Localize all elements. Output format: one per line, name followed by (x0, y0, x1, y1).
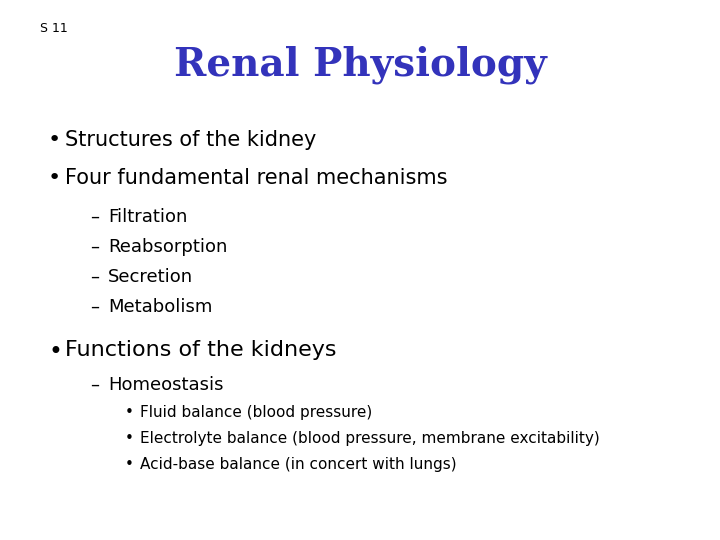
Text: •: • (48, 168, 61, 188)
Text: –: – (90, 298, 99, 316)
Text: Functions of the kidneys: Functions of the kidneys (65, 340, 336, 360)
Text: •: • (125, 405, 134, 420)
Text: Metabolism: Metabolism (108, 298, 212, 316)
Text: Renal Physiology: Renal Physiology (174, 45, 546, 84)
Text: –: – (90, 376, 99, 394)
Text: Electrolyte balance (blood pressure, membrane excitability): Electrolyte balance (blood pressure, mem… (140, 431, 600, 446)
Text: Homeostasis: Homeostasis (108, 376, 223, 394)
Text: •: • (48, 130, 61, 150)
Text: •: • (48, 340, 62, 364)
Text: Four fundamental renal mechanisms: Four fundamental renal mechanisms (65, 168, 448, 188)
Text: Reabsorption: Reabsorption (108, 238, 228, 256)
Text: •: • (125, 457, 134, 472)
Text: –: – (90, 238, 99, 256)
Text: Secretion: Secretion (108, 268, 193, 286)
Text: –: – (90, 268, 99, 286)
Text: Structures of the kidney: Structures of the kidney (65, 130, 316, 150)
Text: •: • (125, 431, 134, 446)
Text: Filtration: Filtration (108, 208, 187, 226)
Text: S 11: S 11 (40, 22, 68, 35)
Text: –: – (90, 208, 99, 226)
Text: Fluid balance (blood pressure): Fluid balance (blood pressure) (140, 405, 372, 420)
Text: Acid-base balance (in concert with lungs): Acid-base balance (in concert with lungs… (140, 457, 456, 472)
